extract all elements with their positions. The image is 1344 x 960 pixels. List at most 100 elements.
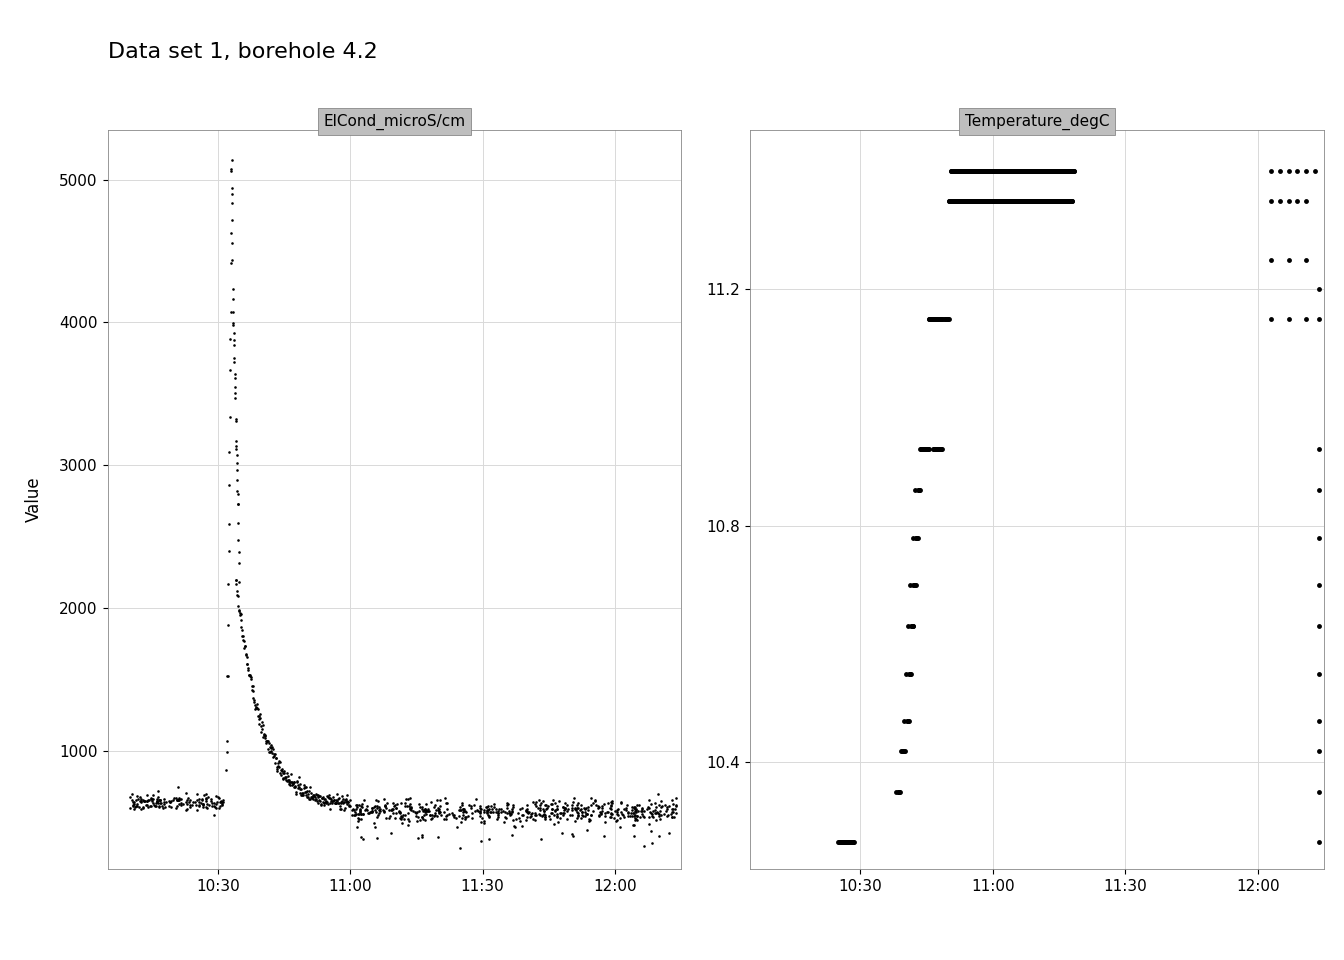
Point	[534, 811, 555, 827]
Point	[312, 794, 333, 809]
Point	[832, 834, 853, 850]
Point	[160, 800, 181, 815]
Point	[624, 799, 645, 814]
Point	[638, 809, 660, 825]
Point	[255, 728, 277, 743]
Point	[1040, 163, 1062, 179]
Point	[391, 808, 413, 824]
Point	[1032, 193, 1054, 208]
Point	[530, 831, 551, 847]
Point	[926, 311, 948, 326]
Point	[149, 792, 171, 807]
Point	[515, 812, 536, 828]
Point	[353, 793, 375, 808]
Point	[457, 808, 478, 824]
Point	[991, 163, 1012, 179]
Point	[222, 281, 243, 297]
Point	[625, 811, 646, 827]
Point	[593, 796, 614, 811]
Point	[454, 804, 476, 819]
Point	[473, 816, 495, 831]
Point	[833, 834, 855, 850]
Point	[460, 798, 481, 813]
Point	[574, 802, 595, 817]
Point	[1011, 193, 1032, 208]
Point	[609, 810, 630, 826]
Point	[960, 163, 981, 179]
Point	[231, 619, 253, 635]
Point	[1058, 163, 1079, 179]
Point	[141, 798, 163, 813]
Point	[167, 793, 188, 808]
Point	[386, 797, 407, 812]
Point	[968, 193, 989, 208]
Point	[1042, 193, 1063, 208]
Point	[906, 530, 927, 545]
Point	[567, 807, 589, 823]
Point	[294, 779, 316, 794]
Point	[226, 577, 247, 592]
Point	[192, 798, 214, 813]
Point	[425, 797, 446, 812]
Point	[973, 163, 995, 179]
Point	[982, 193, 1004, 208]
Point	[1060, 163, 1082, 179]
Point	[435, 795, 457, 810]
Point	[946, 163, 968, 179]
Point	[921, 311, 942, 326]
Point	[386, 801, 407, 816]
Point	[625, 803, 646, 818]
Point	[989, 163, 1011, 179]
Point	[884, 784, 906, 800]
Point	[132, 800, 153, 815]
Point	[1043, 193, 1064, 208]
Point	[960, 193, 981, 208]
Point	[473, 804, 495, 820]
Point	[390, 804, 411, 819]
Point	[277, 768, 298, 783]
Point	[952, 193, 973, 208]
Point	[996, 163, 1017, 179]
Point	[1003, 193, 1024, 208]
Point	[499, 805, 520, 821]
Point	[649, 812, 671, 828]
Point	[589, 807, 610, 823]
Point	[837, 834, 859, 850]
Point	[142, 791, 164, 806]
Point	[929, 311, 950, 326]
Point	[185, 786, 207, 802]
Point	[968, 163, 989, 179]
Point	[324, 792, 345, 807]
Point	[961, 163, 982, 179]
Point	[946, 193, 968, 208]
Point	[925, 311, 946, 326]
Point	[247, 708, 269, 724]
Point	[929, 311, 950, 326]
Point	[516, 809, 538, 825]
Point	[530, 807, 551, 823]
Point	[1051, 163, 1073, 179]
Point	[269, 759, 290, 775]
Point	[136, 794, 157, 809]
Point	[1021, 193, 1043, 208]
Point	[430, 807, 452, 823]
Point	[274, 770, 296, 785]
Point	[156, 794, 177, 809]
Point	[270, 767, 292, 782]
Point	[657, 808, 679, 824]
Point	[985, 163, 1007, 179]
Point	[574, 804, 595, 820]
Point	[296, 783, 317, 799]
Point	[207, 789, 228, 804]
Point	[1031, 193, 1052, 208]
Point	[423, 808, 445, 824]
Point	[449, 808, 470, 824]
Point	[923, 442, 945, 457]
Point	[918, 442, 939, 457]
Point	[352, 831, 374, 847]
Point	[581, 807, 602, 823]
Point	[142, 787, 164, 803]
Point	[935, 311, 957, 326]
Point	[993, 193, 1015, 208]
Point	[413, 811, 434, 827]
